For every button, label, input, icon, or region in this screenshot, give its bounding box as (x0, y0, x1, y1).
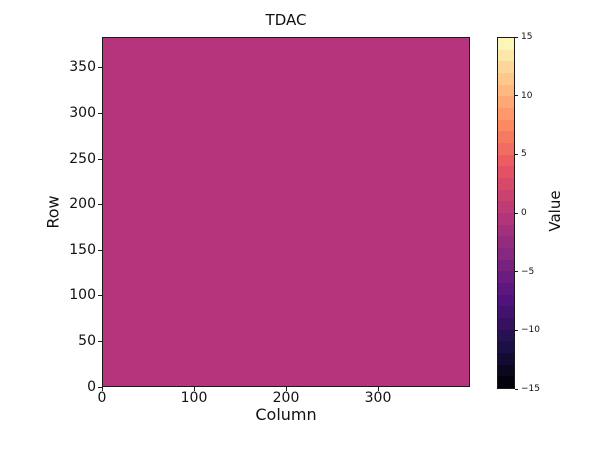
colorbar-band (498, 189, 514, 202)
y-tick-mark (98, 113, 102, 115)
colorbar-band (498, 178, 514, 190)
colorbar-tick-mark (515, 212, 518, 214)
colorbar-band (498, 96, 514, 108)
colorbar-band (498, 318, 514, 330)
colorbar-tick-label: −10 (521, 325, 540, 336)
colorbar-band (498, 306, 514, 318)
y-tick-mark (98, 386, 102, 388)
y-tick-mark (98, 249, 102, 251)
colorbar-label-text: Value (546, 190, 564, 232)
y-tick-label: 350 (69, 59, 96, 76)
y-tick-mark (98, 340, 102, 342)
y-tick-mark (98, 67, 102, 69)
x-tick-label: 100 (180, 390, 208, 406)
colorbar-tick-label: 0 (521, 208, 527, 218)
x-tick-mark (101, 387, 103, 391)
colorbar-tick-mark (515, 36, 518, 38)
colorbar-band (498, 73, 514, 85)
colorbar-band (498, 49, 514, 62)
colorbar-band (498, 283, 514, 295)
colorbar-band (498, 213, 514, 225)
colorbar-band (498, 108, 514, 120)
colorbar (497, 37, 515, 389)
colorbar-band (498, 224, 514, 237)
y-tick-mark (98, 204, 102, 206)
colorbar-band (498, 143, 514, 155)
colorbar-band (498, 119, 514, 132)
colorbar-band (498, 61, 514, 73)
colorbar-band (498, 376, 514, 388)
colorbar-band (498, 364, 514, 377)
colorbar-band (498, 154, 514, 167)
colorbar-band (498, 166, 514, 178)
colorbar-band (498, 294, 514, 307)
colorbar-band (498, 236, 514, 248)
x-tick-mark (285, 387, 287, 391)
x-tick-label: 200 (272, 390, 300, 406)
y-tick-mark (98, 295, 102, 297)
colorbar-tick-label: −5 (521, 266, 535, 277)
colorbar-tick-label: −15 (521, 384, 540, 394)
colorbar-tick-label: 5 (521, 149, 527, 160)
x-tick-mark (377, 387, 379, 391)
y-tick-label: 0 (87, 378, 96, 395)
y-tick-label: 50 (78, 332, 96, 349)
colorbar-band (498, 341, 514, 353)
colorbar-tick-mark (515, 271, 518, 273)
y-tick-label: 200 (69, 196, 96, 213)
colorbar-tick-mark (515, 329, 518, 331)
colorbar-tick-mark (515, 153, 518, 155)
plot-title: TDAC (265, 11, 307, 29)
colorbar-tick-mark (515, 388, 518, 390)
colorbar-tick-mark (515, 95, 518, 97)
y-tick-label: 100 (69, 287, 96, 304)
colorbar-band (498, 259, 514, 272)
colorbar-tick-label: 15 (521, 32, 533, 42)
colorbar-band (498, 38, 514, 50)
colorbar-tick-label: 10 (521, 90, 533, 101)
colorbar-band (498, 271, 514, 283)
y-axis-label-text: Row (43, 195, 63, 229)
colorbar-band (498, 84, 514, 97)
x-tick-label: 300 (364, 390, 392, 406)
x-tick-label: 0 (97, 390, 107, 406)
colorbar-band (498, 353, 514, 365)
x-tick-mark (193, 387, 195, 391)
x-axis-label: Column (255, 405, 317, 424)
colorbar-band (498, 201, 514, 213)
colorbar-band (498, 131, 514, 143)
y-tick-label: 300 (69, 105, 96, 122)
colorbar-band (498, 329, 514, 342)
y-tick-label: 150 (69, 241, 96, 258)
colorbar-band (498, 248, 514, 260)
y-tick-label: 250 (69, 150, 96, 167)
heatmap-plot (102, 37, 470, 387)
y-tick-mark (98, 158, 102, 160)
